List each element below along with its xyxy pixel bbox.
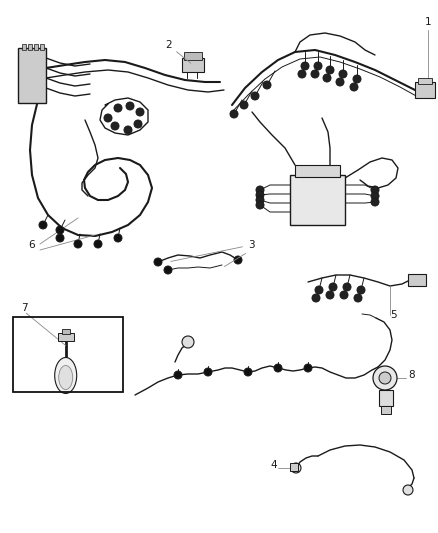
Circle shape xyxy=(315,286,323,294)
Circle shape xyxy=(274,364,282,372)
Circle shape xyxy=(174,371,182,379)
Circle shape xyxy=(136,108,144,116)
Circle shape xyxy=(304,364,312,372)
Circle shape xyxy=(326,291,334,299)
Text: 6: 6 xyxy=(28,240,35,250)
Bar xyxy=(62,329,70,335)
Circle shape xyxy=(126,102,134,110)
Circle shape xyxy=(39,221,47,229)
Circle shape xyxy=(256,196,264,204)
Circle shape xyxy=(379,372,391,384)
Circle shape xyxy=(354,294,362,302)
Circle shape xyxy=(124,126,132,134)
Circle shape xyxy=(230,110,238,118)
Circle shape xyxy=(256,191,264,199)
Bar xyxy=(418,78,432,84)
Bar xyxy=(381,406,391,414)
Circle shape xyxy=(336,78,344,86)
Circle shape xyxy=(373,366,397,390)
Circle shape xyxy=(371,186,379,194)
Circle shape xyxy=(164,266,172,274)
Bar xyxy=(415,82,435,98)
Circle shape xyxy=(339,70,347,78)
Circle shape xyxy=(94,240,102,248)
Ellipse shape xyxy=(59,366,73,390)
Circle shape xyxy=(111,122,119,130)
Bar xyxy=(58,334,74,342)
Circle shape xyxy=(311,70,319,78)
Circle shape xyxy=(104,114,112,122)
Circle shape xyxy=(74,240,82,248)
Text: 8: 8 xyxy=(408,370,415,380)
Circle shape xyxy=(56,226,64,234)
Bar xyxy=(290,175,345,225)
Circle shape xyxy=(353,75,361,83)
Circle shape xyxy=(134,120,142,128)
Circle shape xyxy=(56,234,64,242)
Circle shape xyxy=(357,286,365,294)
Circle shape xyxy=(234,256,242,264)
Circle shape xyxy=(204,368,212,376)
Circle shape xyxy=(256,186,264,194)
Circle shape xyxy=(340,291,348,299)
Circle shape xyxy=(371,198,379,206)
Bar xyxy=(290,463,298,471)
Circle shape xyxy=(251,92,259,100)
Circle shape xyxy=(301,62,309,70)
Bar xyxy=(379,390,393,406)
Circle shape xyxy=(244,368,252,376)
Text: 7: 7 xyxy=(21,303,28,313)
Circle shape xyxy=(350,83,358,91)
Ellipse shape xyxy=(55,358,77,393)
Circle shape xyxy=(314,62,322,70)
Bar xyxy=(22,44,26,50)
Circle shape xyxy=(371,192,379,200)
Circle shape xyxy=(114,104,122,112)
Circle shape xyxy=(263,81,271,89)
Bar xyxy=(28,44,32,50)
Circle shape xyxy=(182,336,194,348)
Text: 1: 1 xyxy=(425,17,431,27)
Bar xyxy=(40,44,44,50)
Circle shape xyxy=(343,283,351,291)
Circle shape xyxy=(312,294,320,302)
Bar xyxy=(18,48,46,103)
Circle shape xyxy=(323,74,331,82)
Text: 2: 2 xyxy=(165,40,191,63)
Bar xyxy=(34,44,38,50)
Circle shape xyxy=(256,201,264,209)
Bar xyxy=(295,165,340,177)
Circle shape xyxy=(403,485,413,495)
Circle shape xyxy=(298,70,306,78)
Bar xyxy=(184,52,202,60)
Text: 3: 3 xyxy=(171,240,254,262)
Circle shape xyxy=(114,234,122,242)
Circle shape xyxy=(240,101,248,109)
Circle shape xyxy=(326,66,334,74)
Circle shape xyxy=(154,258,162,266)
Circle shape xyxy=(329,283,337,291)
Bar xyxy=(13,317,123,392)
Text: 4: 4 xyxy=(270,460,277,470)
Bar xyxy=(408,274,426,286)
Circle shape xyxy=(291,463,301,473)
Bar xyxy=(182,58,204,72)
Text: 5: 5 xyxy=(390,310,397,320)
